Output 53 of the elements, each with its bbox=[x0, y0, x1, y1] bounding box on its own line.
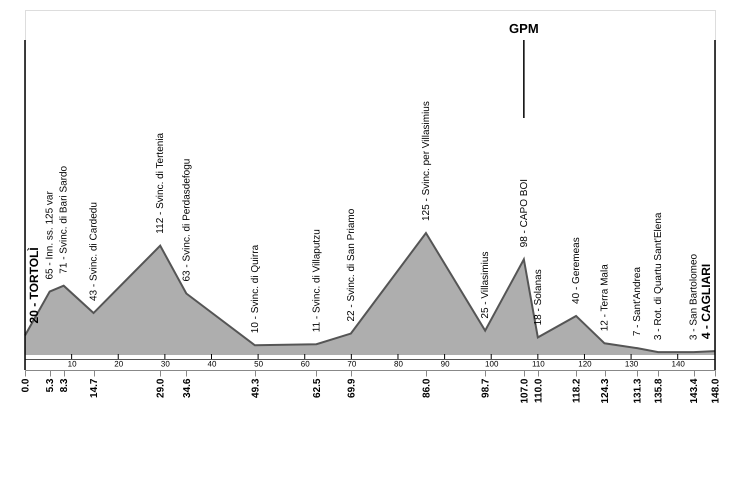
data-label: 112 - Svinc. di Tertenia bbox=[155, 132, 166, 234]
x-tick-label: 143.4 bbox=[689, 378, 700, 404]
x-tick-label: 5.3 bbox=[45, 378, 56, 392]
x2-tick-label: 100 bbox=[485, 360, 499, 368]
data-label: 43 - Svinc. di Cardedu bbox=[88, 202, 100, 302]
x-tick-label: 131.3 bbox=[632, 378, 644, 404]
x-tick-label: 62.5 bbox=[312, 378, 323, 398]
data-label: 63 - Svinc. di Perdasdefogu bbox=[181, 158, 192, 282]
x-tick-label: 86.0 bbox=[421, 378, 432, 398]
x-tick-label: 29.0 bbox=[156, 378, 167, 398]
data-label: 20 - TORTOLÌ bbox=[27, 247, 41, 324]
ref-line-label: GPM bbox=[509, 21, 539, 36]
data-label: 3 - Rot. di Quartu Sant'Elena bbox=[653, 212, 664, 340]
data-label: 65 - Inn. ss. 125 var bbox=[44, 190, 56, 280]
x2-tick-label: 130 bbox=[624, 360, 639, 368]
x-tick-label: 124.3 bbox=[600, 378, 612, 404]
data-label: 22 - Svinc. di San Priamo bbox=[346, 208, 357, 322]
data-label: 71 - Svinc. di Bari Sardo bbox=[58, 165, 70, 274]
x2-tick-label: 140 bbox=[672, 360, 686, 368]
x2-tick-label: 90 bbox=[440, 360, 450, 368]
data-label: 4 - CAGLIARI bbox=[699, 264, 713, 340]
x-tick-label: 34.6 bbox=[182, 378, 193, 398]
x-tick-label: 107.0 bbox=[519, 378, 530, 404]
data-label: 25 - Villasimius bbox=[480, 252, 492, 319]
data-label: 125 - Svinc. per Villasimius bbox=[420, 101, 432, 221]
x2-tick-label: 20 bbox=[114, 360, 124, 368]
data-label: 3 - San Bartolomeo bbox=[688, 253, 700, 340]
x2-tick-label: 30 bbox=[160, 360, 170, 368]
x2-tick-label: 40 bbox=[208, 360, 217, 368]
x2-tick-label: 10 bbox=[68, 360, 78, 368]
x-tick-label: 0.0 bbox=[20, 378, 32, 392]
data-label: 18 - Solanas bbox=[532, 269, 544, 326]
data-label: 98 - CAPO BOI bbox=[518, 178, 530, 248]
x-tick-label: 110.0 bbox=[533, 378, 544, 403]
x-tick-label: 8.3 bbox=[59, 378, 70, 392]
x-tick-label: 135.8 bbox=[654, 378, 665, 404]
x2-tick-label: 110 bbox=[532, 360, 546, 368]
x-tick-label: 118.2 bbox=[572, 378, 583, 403]
x-tick-label: 148.0 bbox=[710, 378, 722, 404]
data-label: 40 - Geremeas bbox=[571, 237, 582, 304]
x-tick-label: 14.7 bbox=[89, 378, 100, 398]
x2-tick-label: 60 bbox=[300, 360, 310, 368]
x-tick-label: 98.7 bbox=[480, 378, 492, 398]
x2-tick-label: 80 bbox=[394, 360, 404, 368]
data-label: 10 - Svinc. di Quirra bbox=[250, 244, 261, 334]
x2-tick-label: 120 bbox=[578, 360, 592, 368]
x-tick-label: 49.3 bbox=[250, 378, 262, 398]
x2-tick-label: 50 bbox=[254, 360, 264, 368]
data-label: 7 - Sant'Andrea bbox=[632, 266, 644, 336]
x-tick-label: 69.9 bbox=[346, 378, 358, 398]
data-label: 11 - Svinc. di Villaputzu bbox=[311, 229, 322, 332]
x2-tick-label: 70 bbox=[347, 360, 357, 368]
data-label: 12 - Terra Mala bbox=[600, 264, 611, 332]
